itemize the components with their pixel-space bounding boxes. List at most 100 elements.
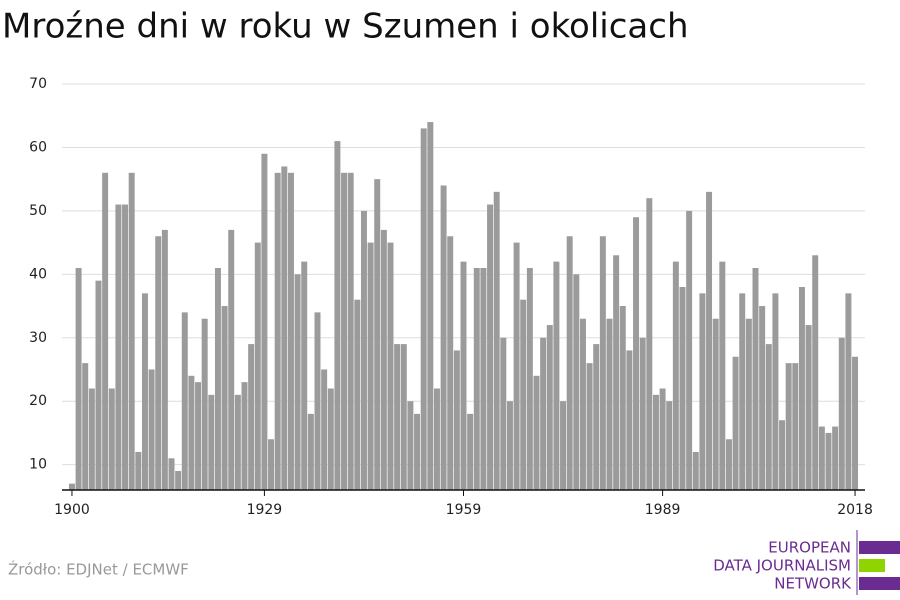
bar xyxy=(520,299,527,490)
bar xyxy=(440,185,447,490)
bar xyxy=(652,394,659,490)
bar xyxy=(102,172,109,490)
bar xyxy=(407,401,414,490)
y-tick-label: 70 xyxy=(29,76,47,92)
bar xyxy=(805,325,812,490)
bar xyxy=(181,312,188,490)
bar xyxy=(739,293,746,490)
bar xyxy=(633,217,640,490)
bar xyxy=(467,413,474,490)
bar xyxy=(560,401,567,490)
bar xyxy=(400,344,407,490)
bar xyxy=(666,401,673,490)
bar xyxy=(427,122,434,490)
bar xyxy=(135,451,142,490)
y-tick-label: 40 xyxy=(29,266,47,282)
bar xyxy=(168,458,175,490)
bar xyxy=(248,344,255,490)
bar xyxy=(679,287,686,490)
bar xyxy=(281,166,288,490)
bar xyxy=(221,306,228,490)
bar xyxy=(533,375,540,490)
bar xyxy=(593,344,600,490)
bar xyxy=(108,388,115,490)
bar xyxy=(626,350,633,490)
bar xyxy=(453,350,460,490)
bar xyxy=(347,172,354,490)
bar xyxy=(852,356,859,490)
x-tick-label: 1959 xyxy=(446,502,482,518)
bar xyxy=(506,401,513,490)
bar xyxy=(672,261,679,490)
bar xyxy=(692,451,699,490)
bar xyxy=(122,204,129,490)
y-tick-label: 30 xyxy=(29,330,47,346)
bar xyxy=(327,388,334,490)
bar xyxy=(82,363,89,490)
bar xyxy=(513,242,520,490)
bar xyxy=(88,388,95,490)
bar xyxy=(845,293,852,490)
bar xyxy=(261,153,268,490)
bar xyxy=(765,344,772,490)
bar xyxy=(619,306,626,490)
bar xyxy=(832,426,839,490)
bar xyxy=(420,128,427,490)
bar xyxy=(380,229,387,490)
logo-text: NETWORK xyxy=(774,575,852,593)
bar xyxy=(540,337,547,490)
bar xyxy=(287,172,294,490)
bar xyxy=(68,483,75,490)
bar xyxy=(460,261,467,490)
bar xyxy=(659,388,666,490)
bar xyxy=(115,204,122,490)
bar xyxy=(573,274,580,490)
bar xyxy=(141,293,148,490)
bar xyxy=(314,312,321,490)
bar xyxy=(307,413,314,490)
bar xyxy=(188,375,195,490)
x-tick-label: 1989 xyxy=(645,502,681,518)
bar xyxy=(599,236,606,490)
bar xyxy=(719,261,726,490)
y-tick-label: 60 xyxy=(29,139,47,155)
bar xyxy=(148,369,155,490)
bar xyxy=(752,267,759,490)
bar xyxy=(500,337,507,490)
bar xyxy=(725,439,732,490)
bar xyxy=(566,236,573,490)
bar xyxy=(214,267,221,490)
logo-bar xyxy=(859,541,900,554)
bar xyxy=(686,210,693,490)
bar xyxy=(334,141,341,490)
bar xyxy=(480,267,487,490)
y-tick-label: 50 xyxy=(29,203,47,219)
bar xyxy=(75,267,82,490)
bar xyxy=(155,236,162,490)
bar xyxy=(387,242,394,490)
bar xyxy=(374,179,381,490)
y-tick-label: 10 xyxy=(29,457,47,473)
y-tick-label: 20 xyxy=(29,393,47,409)
source: Źródło: EDJNet / ECMWF xyxy=(8,560,189,579)
bar xyxy=(487,204,494,490)
bar xyxy=(301,261,308,490)
bar xyxy=(546,325,553,490)
bar xyxy=(341,172,348,490)
bar xyxy=(825,432,832,490)
bar xyxy=(586,363,593,490)
bar xyxy=(254,242,261,490)
bar xyxy=(745,318,752,490)
bar xyxy=(792,363,799,490)
bar xyxy=(699,293,706,490)
bar xyxy=(321,369,328,490)
bar xyxy=(208,394,215,490)
bar xyxy=(195,382,202,490)
bar xyxy=(798,287,805,490)
bar xyxy=(646,198,653,490)
bar xyxy=(95,280,102,490)
logo-text: DATA JOURNALISM xyxy=(713,557,851,575)
bar xyxy=(228,229,235,490)
bar xyxy=(493,191,500,490)
